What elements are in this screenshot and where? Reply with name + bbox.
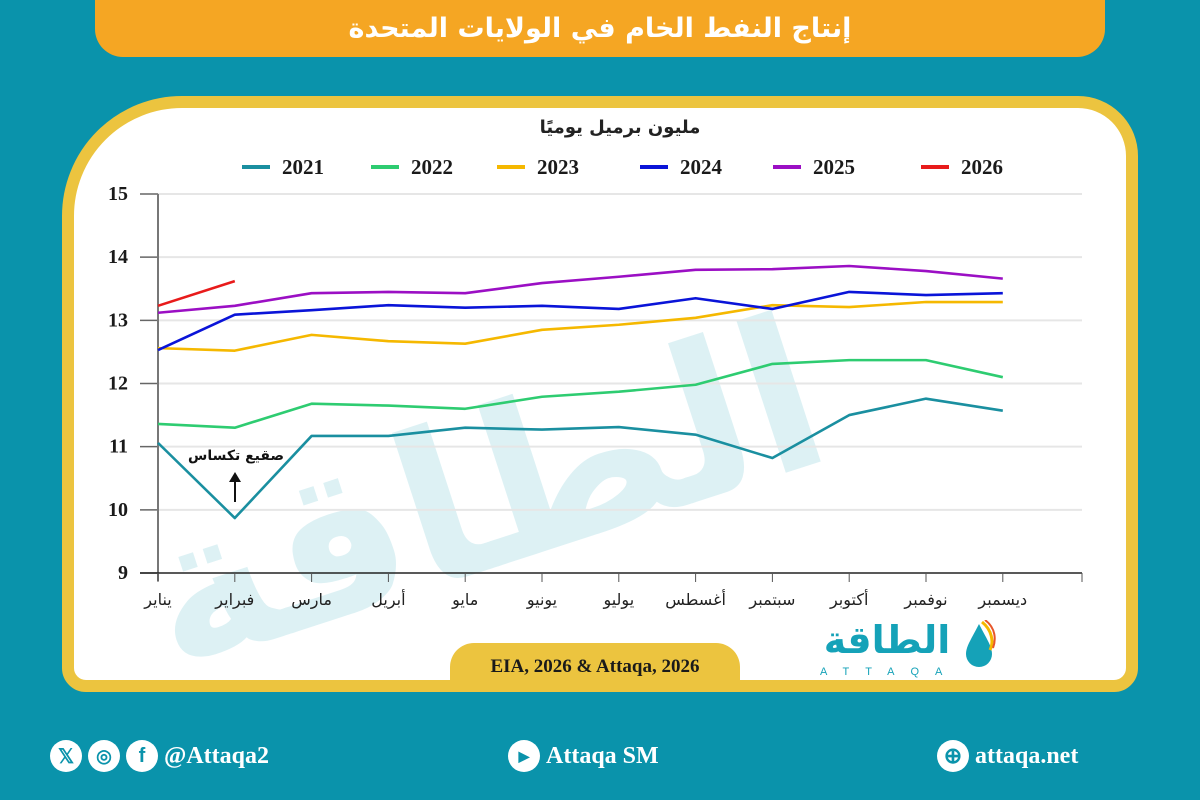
website-group: ⊕ attaqa.net [937,740,1078,772]
y-tick-label: 9 [118,562,128,584]
svg-text:2024: 2024 [680,155,723,179]
series-2022 [157,358,1004,430]
globe-icon[interactable]: ⊕ [937,740,969,772]
series-2021 [157,397,1004,520]
series-2023 [157,300,1003,352]
y-tick-label: 14 [108,246,128,268]
x-tick-label: يونيو [526,590,557,610]
svg-text:2021: 2021 [282,155,324,179]
drop-icon [966,620,996,667]
series-2026 [157,279,236,308]
x-tick-label: مارس [291,590,332,610]
y-tick-label: 10 [108,499,128,521]
legend-item-2025: 2025 [773,155,855,179]
source-text: EIA, 2026 & Attaqa, 2026 [490,655,700,677]
attaqa-logo: الطاقة ATTAQA [812,618,1002,682]
annotation-text: صقيع تكساس [188,448,284,464]
legend: 2021 2022 2023 2024 2025 2026 [242,155,1003,179]
arrow-up-icon [229,472,241,482]
y-axis-label: مليون برميل يوميًا [540,117,701,138]
logo-latin: ATTAQA [820,666,959,678]
legend-item-2022: 2022 [371,155,453,179]
y-tick-label: 15 [108,183,128,205]
x-icon[interactable]: 𝕏 [50,740,82,772]
youtube-group: ▶ Attaqa SM [508,740,659,772]
youtube-channel[interactable]: Attaqa SM [546,742,659,769]
website-link[interactable]: attaqa.net [975,742,1079,769]
svg-text:2023: 2023 [537,155,579,179]
x-tick-label: فبراير [214,590,254,610]
x-tick-label: يوليو [602,590,634,610]
legend-item-2021: 2021 [242,155,324,179]
y-tick-label: 12 [108,373,128,395]
legend-item-2023: 2023 [497,155,579,179]
x-tick-label: سبتمبر [748,590,795,610]
svg-text:2026: 2026 [961,155,1003,179]
series-lines [157,264,1004,520]
x-tick-label: ديسمبر [977,590,1027,610]
x-tick-label: أكتوبر [829,589,868,610]
x-tick-label: مايو [451,590,478,610]
legend-item-2026: 2026 [921,155,1003,179]
x-tick-label: يناير [143,590,171,610]
logo-arabic: الطاقة [823,618,951,662]
social-handle[interactable]: @Attaqa2 [164,742,269,769]
annotation: صقيع تكساس [188,448,284,502]
x-tick-label: أبريل [371,589,405,610]
legend-item-2024: 2024 [640,155,723,179]
grid [158,193,1082,511]
youtube-icon[interactable]: ▶ [508,740,540,772]
y-tick-label: 13 [108,309,128,331]
series-2025 [157,264,1003,315]
footer: 𝕏 ◎ f @Attaqa2 ▶ Attaqa SM ⊕ attaqa.net [0,720,1200,800]
page-title: إنتاج النفط الخام في الولايات المتحدة [348,13,852,44]
x-tick-label: أغسطس [665,589,726,610]
svg-text:2022: 2022 [411,155,453,179]
y-tick-label: 11 [109,436,128,458]
axes: 9 10 11 12 13 14 15 يناير فبراير مارس أبريل مايو يون… [108,183,1083,610]
facebook-icon[interactable]: f [126,740,158,772]
source-tab: EIA, 2026 & Attaqa, 2026 [450,643,740,690]
social-group: 𝕏 ◎ f @Attaqa2 [50,740,269,772]
instagram-icon[interactable]: ◎ [88,740,120,772]
svg-text:2025: 2025 [813,155,855,179]
title-bar: إنتاج النفط الخام في الولايات المتحدة [95,0,1105,57]
x-tick-label: نوفمبر [903,590,947,610]
series-2024 [157,290,1003,352]
